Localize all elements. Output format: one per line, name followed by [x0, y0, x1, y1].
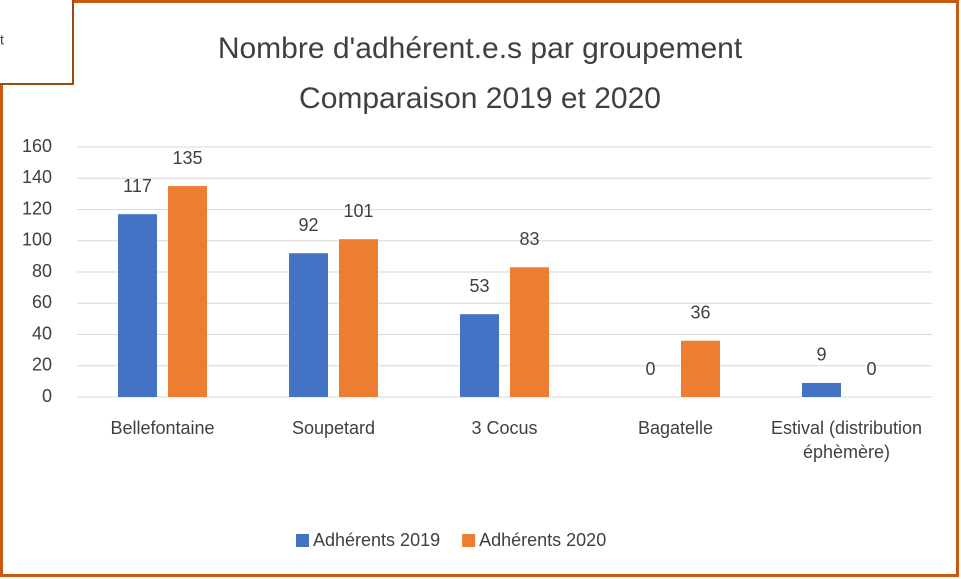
data-label: 36	[690, 303, 710, 323]
data-label: 9	[816, 345, 826, 365]
note-text: t	[0, 32, 4, 48]
legend-swatch	[462, 534, 476, 547]
chart-title: Nombre d'adhérent.e.s par groupement	[218, 32, 743, 65]
x-tick-label: Bellefontaine	[110, 418, 215, 438]
y-tick-label: 60	[32, 292, 52, 312]
y-tick-label: 140	[22, 167, 52, 187]
y-tick-label: 0	[42, 386, 52, 406]
data-label: 135	[172, 148, 202, 168]
data-label: 117	[123, 176, 152, 196]
x-tick-label: 3 Cocus	[471, 418, 538, 438]
x-tick-label: Estival (distribution éphèmère)	[770, 418, 923, 462]
data-label: 0	[645, 359, 655, 379]
data-label: 92	[298, 215, 318, 235]
note-box	[0, 0, 74, 85]
bar	[460, 314, 499, 397]
chart-subtitle: Comparaison 2019 et 2020	[299, 82, 661, 115]
bar	[681, 340, 720, 397]
x-tick-label: Soupetard	[291, 418, 376, 438]
data-label: 0	[866, 359, 876, 379]
bar	[339, 239, 378, 397]
bar	[510, 267, 549, 397]
y-tick-label: 160	[22, 136, 52, 156]
legend-label: Adhérents 2019	[313, 530, 440, 550]
data-label: 53	[469, 276, 489, 296]
y-tick-label: 80	[32, 261, 52, 281]
data-label: 83	[519, 229, 539, 249]
legend-swatch	[296, 534, 309, 547]
bar	[802, 382, 841, 397]
y-tick-label: 40	[32, 323, 52, 343]
y-tick-label: 20	[32, 355, 52, 375]
bar	[168, 186, 207, 397]
y-tick-label: 100	[22, 230, 52, 250]
bar	[118, 214, 157, 397]
legend-label: Adhérents 2020	[479, 530, 606, 550]
y-tick-label: 120	[22, 198, 52, 218]
bar	[289, 253, 328, 397]
data-label: 101	[343, 201, 373, 221]
x-tick-label: Bagatelle	[637, 418, 714, 438]
